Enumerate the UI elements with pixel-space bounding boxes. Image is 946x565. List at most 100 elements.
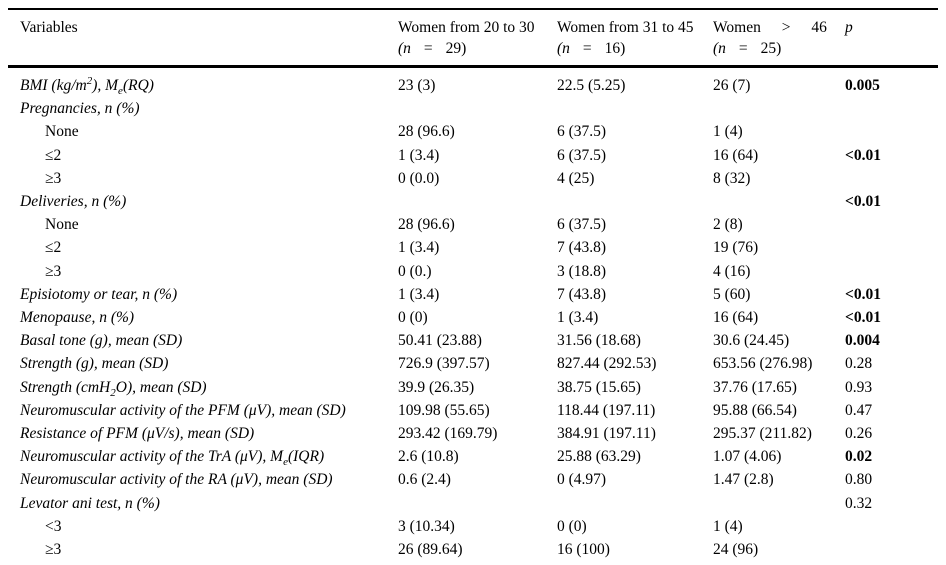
table-row: <3 3 (10.34) 0 (0) 1 (4) bbox=[8, 515, 938, 538]
value-cell-group3: 16 (64) bbox=[713, 309, 759, 327]
value-cell-group2: 4 (25) bbox=[557, 169, 595, 187]
row-label: Menopause, n (%) bbox=[20, 309, 135, 327]
table-row: Deliveries, n (%) <0.01 bbox=[8, 190, 938, 213]
value-cell-group1: 3 (10.34) bbox=[398, 517, 455, 535]
value-cell-group2: 7 (43.8) bbox=[557, 239, 607, 257]
value-cell-group3: 8 (32) bbox=[713, 169, 751, 187]
table-row: Neuromuscular activity of the PFM (μV), … bbox=[8, 399, 938, 422]
value-cell-group2: 22.5 (5.25) bbox=[557, 77, 626, 94]
value-cell-group1: 726.9 (397.57) bbox=[398, 355, 490, 373]
value-cell-group2: 3 (18.8) bbox=[557, 262, 607, 280]
p-value-cell: <0.01 bbox=[845, 285, 881, 303]
p-value-cell: 0.47 bbox=[845, 401, 873, 419]
row-label: Neuromuscular activity of the RA (μV), m… bbox=[20, 471, 333, 489]
row-label: Strength (cmH2O), mean (SD) bbox=[20, 378, 207, 399]
group2-n-value: 16) bbox=[604, 40, 626, 57]
row-label: ≤2 bbox=[45, 239, 62, 257]
group2-n-symbol: (n bbox=[557, 40, 570, 57]
value-cell-group1: 1 (3.4) bbox=[398, 239, 440, 257]
p-value-cell: 0.80 bbox=[845, 471, 873, 489]
value-cell-group1 bbox=[398, 97, 557, 120]
p-value-cell bbox=[845, 515, 938, 538]
table-row: Basal tone (g), mean (SD) 50.41 (23.88) 31… bbox=[8, 329, 938, 352]
value-cell-group2 bbox=[557, 190, 713, 213]
value-cell-group1: 28 (96.6) bbox=[398, 123, 455, 141]
value-cell-group3: 16 (64) bbox=[713, 146, 759, 164]
table-body: BMI (kg/m2), Me(RQ) 23 (3) 22.5 (5.25) 26 (… bbox=[8, 67, 938, 565]
value-cell-group3: 95.88 (66.54) bbox=[713, 401, 797, 419]
group3-n-equals: = bbox=[738, 40, 748, 57]
value-cell-group1: 1 (3.4) bbox=[398, 285, 440, 303]
table-row: ≥3 0 (0.0) 4 (25) 8 (32) bbox=[8, 167, 938, 190]
group1-n-line: (n = 29) bbox=[398, 38, 557, 59]
p-value-cell bbox=[845, 97, 938, 120]
value-cell-group2: 0 (4.97) bbox=[557, 471, 607, 489]
value-cell-group2: 7 (43.8) bbox=[557, 285, 607, 303]
group2-n-equals: = bbox=[582, 40, 592, 57]
value-cell-group2: 6 (37.5) bbox=[557, 123, 607, 141]
table-row: Episiotomy or tear, n (%) 1 (3.4) 7 (43.8)… bbox=[8, 283, 938, 306]
table-row: Levator ani test, n (%) 0.32 bbox=[8, 492, 938, 515]
table-row: ≤2 1 (3.4) 6 (37.5) 16 (64) <0.01 bbox=[8, 144, 938, 167]
value-cell-group1: 1 (3.4) bbox=[398, 146, 440, 164]
group1-n-symbol: (n bbox=[398, 40, 411, 57]
row-label: Basal tone (g), mean (SD) bbox=[20, 332, 183, 350]
value-cell-group2: 6 (37.5) bbox=[557, 146, 607, 164]
value-cell-group1: 50.41 (23.88) bbox=[398, 332, 482, 350]
row-label: ≥3 bbox=[45, 262, 62, 280]
value-cell-group2: 25.88 (63.29) bbox=[557, 448, 641, 466]
p-value-cell bbox=[845, 260, 938, 283]
value-cell-group1: 0 (0.0) bbox=[398, 169, 440, 187]
table-row: ≥3 26 (89.64) 16 (100) 24 (96) bbox=[8, 538, 938, 565]
value-cell-group3 bbox=[713, 190, 845, 213]
p-value-cell: 0.02 bbox=[845, 448, 873, 466]
value-cell-group2: 1 (3.4) bbox=[557, 309, 599, 327]
table-row: Menopause, n (%) 0 (0) 1 (3.4) 16 (64) <0.01 bbox=[8, 306, 938, 329]
p-value-cell bbox=[845, 538, 938, 565]
p-value-cell bbox=[845, 213, 938, 236]
table-row: ≥3 0 (0.) 3 (18.8) 4 (16) bbox=[8, 260, 938, 283]
table-row: None 28 (96.6) 6 (37.5) 1 (4) bbox=[8, 120, 938, 143]
table-row: Neuromuscular activity of the RA (μV), m… bbox=[8, 468, 938, 491]
value-cell-group3: 1.07 (4.06) bbox=[713, 448, 782, 466]
row-label: ≥3 bbox=[45, 541, 62, 559]
column-header-group-31-45: Women from 31 to 45 (n = 16) bbox=[557, 9, 713, 68]
row-label: ≤2 bbox=[45, 146, 62, 164]
group3-n-line: (n = 25) bbox=[713, 38, 845, 59]
table-row: Strength (cmH2O), mean (SD) 39.9 (26.35) 3… bbox=[8, 376, 938, 399]
value-cell-group2 bbox=[557, 492, 713, 515]
table-row: ≤2 1 (3.4) 7 (43.8) 19 (76) bbox=[8, 236, 938, 259]
value-cell-group3: 26 (7) bbox=[713, 77, 751, 94]
p-value-cell bbox=[845, 167, 938, 190]
p-value-cell: <0.01 bbox=[845, 309, 881, 327]
table-row: Neuromuscular activity of the TrA (μV), … bbox=[8, 445, 938, 468]
value-cell-group2: 0 (0) bbox=[557, 517, 587, 535]
row-label: Neuromuscular activity of the TrA (μV), … bbox=[20, 448, 325, 469]
row-label: Pregnancies, n (%) bbox=[20, 100, 140, 118]
value-cell-group3: 30.6 (24.45) bbox=[713, 332, 790, 350]
row-label: Neuromuscular activity of the PFM (μV), … bbox=[20, 401, 346, 419]
value-cell-group3: 1 (4) bbox=[713, 123, 743, 141]
value-cell-group3: 19 (76) bbox=[713, 239, 759, 257]
value-cell-group1: 109.98 (55.65) bbox=[398, 401, 490, 419]
value-cell-group3: 295.37 (211.82) bbox=[713, 425, 812, 443]
value-cell-group1: 2.6 (10.8) bbox=[398, 448, 459, 466]
table-row: Pregnancies, n (%) bbox=[8, 97, 938, 120]
group2-title: Women from 31 to 45 bbox=[557, 19, 694, 36]
p-value-cell: <0.01 bbox=[845, 146, 881, 164]
value-cell-group3 bbox=[713, 97, 845, 120]
p-value-cell: 0.28 bbox=[845, 355, 873, 373]
p-value-cell: 0.32 bbox=[845, 494, 873, 512]
value-cell-group1: 26 (89.64) bbox=[398, 541, 463, 559]
value-cell-group1: 23 (3) bbox=[398, 77, 436, 94]
variables-label: Variables bbox=[20, 19, 78, 36]
header-row: Variables Women from 20 to 30 (n = 29) W… bbox=[8, 9, 938, 68]
p-value-cell bbox=[845, 236, 938, 259]
value-cell-group2: 118.44 (197.11) bbox=[557, 401, 656, 419]
p-value-cell: 0.26 bbox=[845, 425, 873, 443]
value-cell-group3: 2 (8) bbox=[713, 216, 743, 234]
group2-n-line: (n = 16) bbox=[557, 38, 713, 59]
value-cell-group1: 0 (0.) bbox=[398, 262, 432, 280]
value-cell-group1 bbox=[398, 492, 557, 515]
